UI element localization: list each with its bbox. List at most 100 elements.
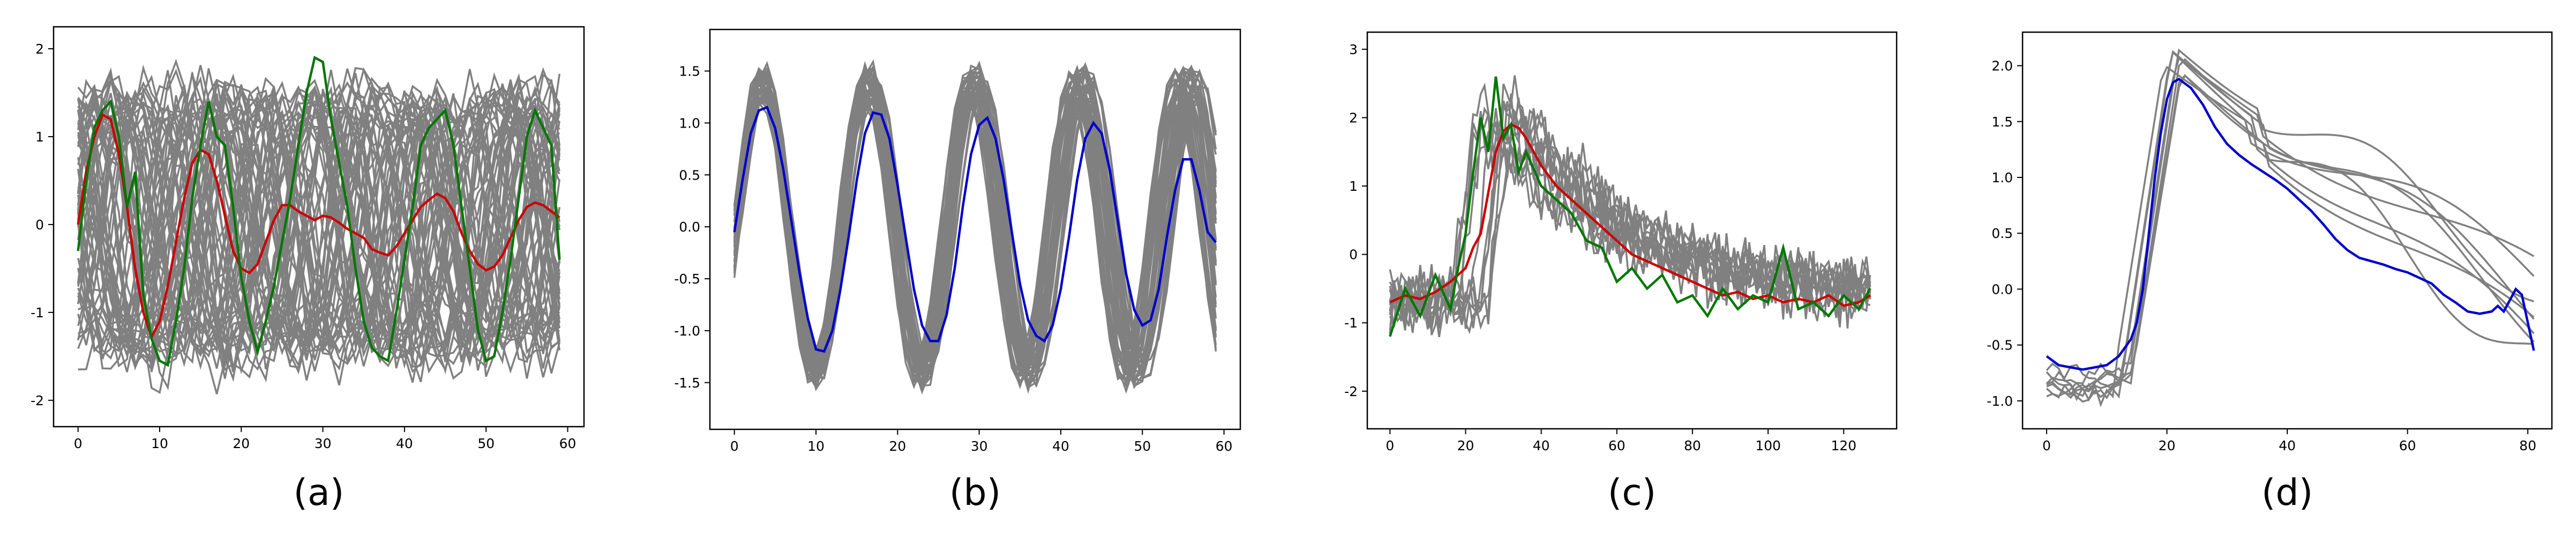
panel-caption: (c) xyxy=(1608,472,1656,514)
y-tick-label: -1 xyxy=(31,305,44,321)
panel-4: 0 20 40 60 80 -1.0 -0.5 0.0 0.5 1.0 1.5 2.0 (d) xyxy=(1987,31,2553,514)
x-tick-label: 0 xyxy=(730,438,739,454)
x-tick-label: 40 xyxy=(1533,438,1550,453)
plot-frame xyxy=(2021,31,2553,430)
y-tick-label: -1 xyxy=(1344,315,1358,331)
panel-caption: (a) xyxy=(294,472,345,514)
background-series-line xyxy=(2046,50,2535,400)
y-tick-label: 1 xyxy=(35,129,44,145)
x-tick-label: 40 xyxy=(1052,438,1069,454)
background-series-line xyxy=(77,58,560,382)
x-tick-label: 0 xyxy=(2042,438,2051,453)
background-series-line xyxy=(77,91,561,346)
y-tick-label: 3 xyxy=(1349,42,1358,57)
series-line-1 xyxy=(733,106,1217,353)
x-tick-label: 20 xyxy=(1457,438,1474,453)
plot-frame xyxy=(1366,31,1898,430)
background-series-line xyxy=(1389,75,1871,329)
panel-3: 0 20 40 60 80 100 120 -2 -1 0 1 2 3 (c) xyxy=(1344,31,1898,514)
series-line-2 xyxy=(77,56,561,367)
background-series-line xyxy=(77,69,560,374)
y-tick-label: 1.0 xyxy=(679,115,700,131)
x-tick-label: 20 xyxy=(2159,438,2176,453)
background-series-group xyxy=(733,59,1217,395)
x-tick-label: 80 xyxy=(1684,438,1701,453)
y-tick-label: -1.5 xyxy=(674,375,700,391)
background-series-line xyxy=(733,83,1217,370)
x-tick-label: 120 xyxy=(1831,438,1856,453)
y-tick-label: 1 xyxy=(1349,178,1358,194)
x-tick-label: 40 xyxy=(2279,438,2296,453)
background-series-line xyxy=(2046,65,2535,407)
background-series-line xyxy=(733,62,1217,390)
background-series-line xyxy=(1389,106,1871,331)
series-line-1 xyxy=(1389,123,1871,307)
background-series-line xyxy=(77,90,561,352)
y-tick-label: -2 xyxy=(1344,384,1358,399)
x-tick-label: 50 xyxy=(1134,438,1151,454)
background-series-line xyxy=(77,100,560,358)
background-series-line xyxy=(77,93,560,340)
background-series-line xyxy=(77,93,560,348)
x-tick-label: 20 xyxy=(233,436,250,451)
background-series-line xyxy=(733,70,1217,386)
x-tick-label: 60 xyxy=(2399,438,2416,453)
background-series-line xyxy=(2046,74,2535,403)
series-line-2 xyxy=(1389,76,1871,337)
background-series-line xyxy=(733,100,1217,356)
x-tick-label: 10 xyxy=(807,438,825,454)
x-tick-label: 20 xyxy=(889,438,906,454)
x-tick-label: 10 xyxy=(151,436,168,451)
background-series-line xyxy=(77,84,560,363)
y-tick-label: 2 xyxy=(35,41,44,57)
y-tick-label: 1.5 xyxy=(1991,114,2013,130)
y-tick-label: 0 xyxy=(35,217,44,233)
background-series-line xyxy=(733,63,1217,394)
panel-caption: (d) xyxy=(2262,472,2313,514)
background-series-line xyxy=(1389,102,1871,334)
x-tick-label: 30 xyxy=(971,438,988,454)
background-series-line xyxy=(2046,74,2534,402)
y-tick-label: 0.0 xyxy=(1991,281,2013,297)
y-tick-label: -0.5 xyxy=(1987,338,2013,353)
panel-2: 0 10 20 30 40 50 60 -1.5 -1.0 -0.5 0.0 0.5 1.0 1.5 (b) xyxy=(674,28,1241,514)
background-series-line xyxy=(733,91,1217,361)
x-tick-label: 60 xyxy=(1216,438,1233,454)
background-series-group xyxy=(2046,48,2535,407)
x-tick-label: 50 xyxy=(477,436,495,451)
y-tick-label: 1.5 xyxy=(679,64,700,79)
x-tick-label: 40 xyxy=(396,436,413,451)
y-tick-label: -1.0 xyxy=(1987,393,2013,409)
y-tick-label: 2 xyxy=(1349,110,1358,125)
y-tick-label: -1.0 xyxy=(674,323,700,339)
background-series-group xyxy=(77,58,561,394)
background-series-line xyxy=(77,77,560,371)
y-tick-label: -2 xyxy=(31,393,44,408)
x-tick-label: 30 xyxy=(314,436,332,451)
x-tick-label: 60 xyxy=(559,436,576,451)
plot-frame xyxy=(53,26,585,428)
background-series-line xyxy=(1389,114,1871,326)
panel-caption: (b) xyxy=(949,472,1001,514)
plot-frame xyxy=(709,28,1241,430)
y-tick-label: 0.5 xyxy=(1991,226,2013,241)
x-tick-label: 100 xyxy=(1755,438,1781,453)
x-tick-label: 0 xyxy=(74,436,83,451)
series-line-1 xyxy=(77,113,560,340)
background-series-line xyxy=(2046,56,2535,397)
y-tick-label: 1.0 xyxy=(1991,170,2013,185)
panel-1: 0 10 20 30 40 50 60 -2 -1 0 1 2 (a) xyxy=(31,26,585,514)
y-tick-label: 0.5 xyxy=(679,167,700,183)
y-tick-label: 2.0 xyxy=(1991,58,2013,74)
background-series-line xyxy=(77,86,560,356)
series-line-1 xyxy=(2046,77,2535,371)
background-series-line xyxy=(77,81,561,356)
y-tick-label: 0.0 xyxy=(679,219,700,235)
y-tick-label: -0.5 xyxy=(674,271,700,287)
background-series-line xyxy=(733,92,1217,364)
y-tick-label: 0 xyxy=(1349,247,1358,263)
x-tick-label: 0 xyxy=(1386,438,1394,453)
x-tick-label: 60 xyxy=(1608,438,1626,453)
x-tick-label: 80 xyxy=(2519,438,2536,453)
